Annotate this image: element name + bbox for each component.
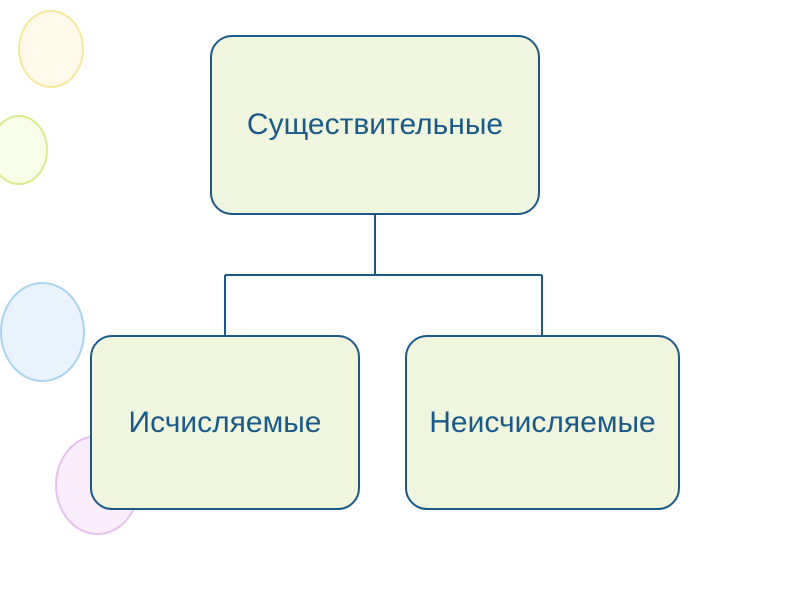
connector-root-stem [374,215,376,275]
child-left-label: Исчисляемые [129,406,322,440]
child-right-label: Неисчисляемые [429,406,655,440]
root-label: Существительные [247,108,503,142]
root-node: Существительные [210,35,540,215]
balloon-yellow [18,10,84,88]
connector-left-stem [224,275,226,335]
balloon-green [0,115,48,185]
child-node-right: Неисчисляемые [405,335,680,510]
child-node-left: Исчисляемые [90,335,360,510]
balloon-blue [0,282,85,382]
connector-right-stem [541,275,543,335]
connector-horizontal [225,274,542,276]
